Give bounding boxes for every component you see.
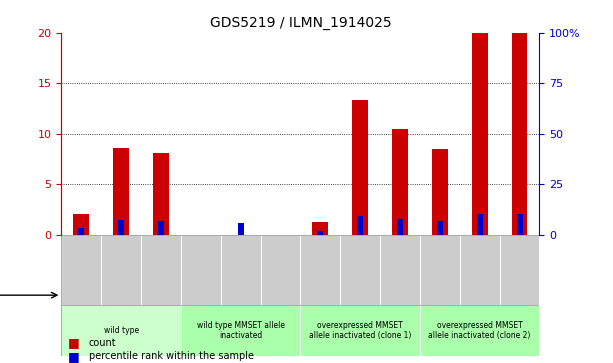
Bar — [113, 148, 129, 234]
Bar — [517, 214, 522, 234]
Text: overexpressed MMSET
allele inactivated (clone 2): overexpressed MMSET allele inactivated (… — [428, 321, 531, 340]
Bar — [437, 221, 443, 234]
Bar — [74, 215, 89, 234]
Bar — [153, 153, 169, 234]
Bar — [420, 305, 539, 356]
Bar — [312, 223, 329, 234]
Bar — [61, 234, 539, 305]
Text: count: count — [89, 338, 116, 348]
Bar — [300, 305, 420, 356]
Bar — [318, 231, 323, 234]
Bar — [118, 220, 124, 234]
Bar — [392, 129, 408, 234]
Bar — [238, 223, 243, 234]
Title: GDS5219 / ILMN_1914025: GDS5219 / ILMN_1914025 — [210, 16, 391, 30]
Bar — [357, 216, 363, 234]
Text: wild type: wild type — [104, 326, 139, 335]
Bar — [61, 305, 181, 356]
Bar — [472, 33, 488, 234]
Text: ■: ■ — [67, 350, 79, 363]
Bar — [397, 219, 403, 234]
Bar — [78, 228, 84, 234]
Text: wild type MMSET allele
inactivated: wild type MMSET allele inactivated — [197, 321, 284, 340]
Bar — [432, 149, 448, 234]
Bar — [158, 221, 164, 234]
Bar — [477, 214, 482, 234]
Bar — [511, 33, 527, 234]
Text: ■: ■ — [67, 337, 79, 350]
Text: overexpressed MMSET
allele inactivated (clone 1): overexpressed MMSET allele inactivated (… — [309, 321, 411, 340]
Bar — [352, 100, 368, 234]
Bar — [181, 305, 300, 356]
Text: percentile rank within the sample: percentile rank within the sample — [89, 351, 254, 362]
